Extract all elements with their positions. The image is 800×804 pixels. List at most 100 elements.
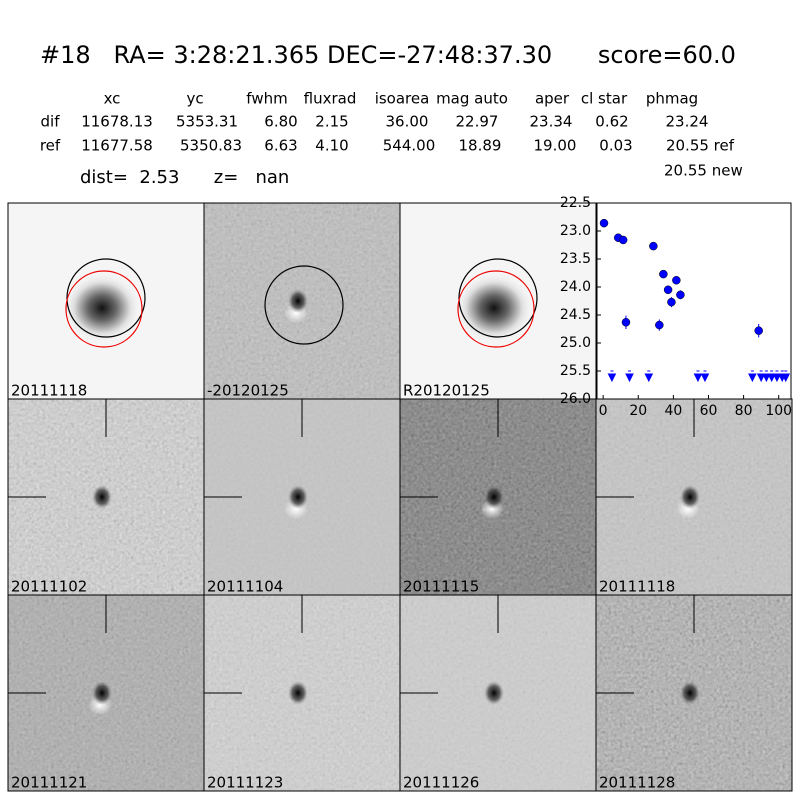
y-tick-label: 25.0 xyxy=(560,335,591,351)
data-point xyxy=(649,241,658,251)
panels: 20111118 -20120125 R20120125 20111102 201111… xyxy=(7,202,793,792)
panel-label: 20111123 xyxy=(207,774,283,792)
upper-limit xyxy=(700,370,710,383)
y-tick-label: 23.5 xyxy=(560,251,591,267)
data-point xyxy=(676,290,685,300)
panel-label: 20111121 xyxy=(11,774,87,792)
column-header: phmag xyxy=(646,90,698,108)
table-cell: 11677.58 xyxy=(81,137,153,155)
data-point xyxy=(663,285,673,295)
y-tick-label: 25.5 xyxy=(560,363,591,379)
table-cell: 22.97 xyxy=(456,113,499,131)
circle-black xyxy=(458,258,538,338)
data-point xyxy=(672,276,681,285)
title: #18 RA= 3:28:21.365 DEC=-27:48:37.30 sco… xyxy=(40,41,736,69)
data-point xyxy=(754,326,763,335)
data-point xyxy=(599,218,609,228)
panel-label: R20120125 xyxy=(403,382,490,400)
circle-red xyxy=(65,270,143,348)
data-point xyxy=(621,318,631,327)
upper-limit xyxy=(781,370,791,383)
upper-limit xyxy=(772,370,782,383)
data-point xyxy=(618,235,628,245)
column-header: fluxrad xyxy=(304,90,357,108)
panel-label: -20120125 xyxy=(207,382,289,400)
table-cell: 0.03 xyxy=(599,137,632,155)
data-point xyxy=(659,269,668,279)
x-tick-label: 0 xyxy=(599,403,608,419)
upper-limit xyxy=(767,370,776,383)
panel-label: 20111118 xyxy=(599,578,675,596)
upper-limit xyxy=(693,370,703,383)
data-point xyxy=(667,297,676,307)
table-extra: 20.55 new xyxy=(664,162,743,180)
data-point xyxy=(655,320,664,330)
y-tick-label: 24.5 xyxy=(560,307,591,323)
table-cell: 20.55 ref xyxy=(666,137,735,155)
upper-limit xyxy=(762,370,771,383)
table-cell: 5353.31 xyxy=(176,113,238,131)
panel-label: 20111126 xyxy=(403,774,479,792)
table-cell: 5350.83 xyxy=(180,137,242,155)
column-header: isoarea xyxy=(375,90,430,108)
circle-red xyxy=(457,270,535,348)
column-header: yc xyxy=(186,90,203,108)
table-cell: 6.63 xyxy=(264,137,297,155)
table-cell: 23.24 xyxy=(666,113,709,131)
panel-frame xyxy=(595,594,793,792)
circle-black xyxy=(264,265,344,345)
table-cell: 19.00 xyxy=(534,137,577,155)
x-tick-label: 40 xyxy=(664,403,682,419)
galaxy xyxy=(454,272,534,344)
source xyxy=(484,485,504,509)
x-tick-label: 100 xyxy=(765,403,792,419)
x-tick-label: 60 xyxy=(700,403,718,419)
column-header: cl star xyxy=(581,90,628,108)
column-header: fwhm xyxy=(246,90,287,108)
panel-label: 20111104 xyxy=(207,578,283,596)
source xyxy=(680,485,700,509)
dist-line: dist= 2.53 z= nan xyxy=(80,167,289,188)
panel-label: 20111118 xyxy=(11,382,87,400)
upper-limit xyxy=(607,370,617,383)
circle-black xyxy=(66,258,146,338)
galaxy xyxy=(62,272,142,344)
table-cell: ref xyxy=(40,137,61,155)
table-cell: 36.00 xyxy=(386,113,429,131)
panel-label: 20111115 xyxy=(403,578,479,596)
table-cell: 544.00 xyxy=(383,137,436,155)
x-tick-label: 20 xyxy=(629,403,647,419)
table-cell: 6.80 xyxy=(264,113,297,131)
source xyxy=(92,485,112,509)
upper-limit xyxy=(756,370,766,383)
column-header: aper xyxy=(535,90,570,108)
source xyxy=(484,681,504,705)
panel-label: 20111128 xyxy=(599,774,675,792)
table-cell: 23.34 xyxy=(530,113,573,131)
source xyxy=(288,681,308,705)
light-curve: 0 20 40 60 80 100 22.5 23.0 23.5 24.0 24.5 25.0 25.5… xyxy=(560,195,792,419)
column-header: mag auto xyxy=(436,90,508,108)
source xyxy=(288,289,308,313)
table-cell: 4.10 xyxy=(315,137,348,155)
column-header: xc xyxy=(104,90,121,108)
y-tick-label: 23.0 xyxy=(560,223,591,239)
table-cell: 0.62 xyxy=(595,113,628,131)
source xyxy=(288,485,308,509)
source xyxy=(680,681,700,705)
upper-limit xyxy=(644,370,654,383)
upper-limit xyxy=(625,370,634,383)
upper-limit xyxy=(748,370,757,383)
table-cell: 11678.13 xyxy=(81,113,153,131)
table-cell: 2.15 xyxy=(315,113,348,131)
x-tick-label: 80 xyxy=(735,403,753,419)
y-tick-label: 24.0 xyxy=(560,279,591,295)
plot-area xyxy=(596,202,792,400)
panel-label: 20111102 xyxy=(11,578,87,596)
y-tick-label: 26.0 xyxy=(560,391,591,407)
table-cell: 18.89 xyxy=(459,137,502,155)
table-cell: dif xyxy=(41,113,61,131)
y-tick-label: 22.5 xyxy=(560,195,591,211)
source xyxy=(92,681,112,705)
